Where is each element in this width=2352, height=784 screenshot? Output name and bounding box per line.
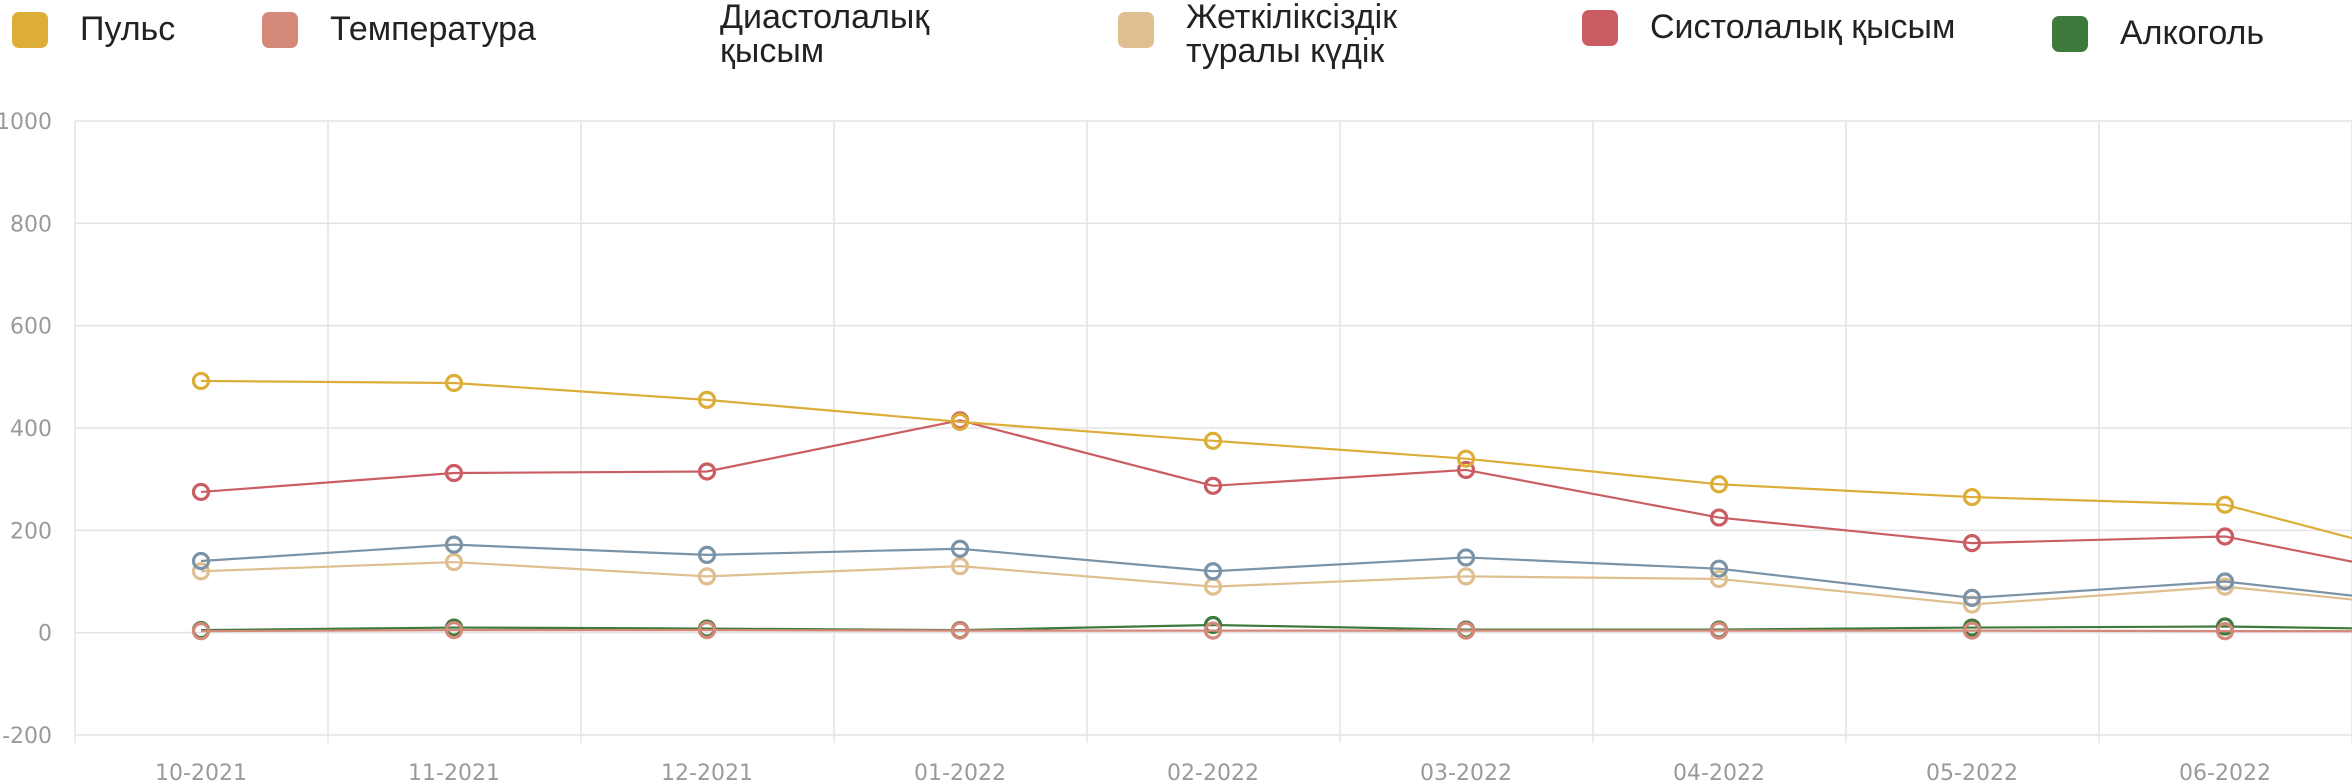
x-tick-label: 12-2021 xyxy=(661,761,753,784)
x-tick-label: 11-2021 xyxy=(408,761,500,784)
legend-label-diastolic: Диастолалық қысым xyxy=(720,0,930,70)
series-line xyxy=(200,560,2352,606)
data-point xyxy=(191,551,211,571)
data-point xyxy=(191,622,211,641)
data-point xyxy=(950,557,970,576)
legend-swatch-temperature xyxy=(262,12,298,48)
y-tick-label: -200 xyxy=(2,724,52,749)
data-point xyxy=(1962,534,1982,553)
data-point xyxy=(1203,476,1223,495)
data-point xyxy=(1456,548,1476,567)
data-point xyxy=(444,552,464,572)
series-line xyxy=(200,379,2352,540)
data-point xyxy=(2215,572,2235,591)
data-point xyxy=(444,535,464,554)
data-point xyxy=(2215,527,2235,546)
data-point xyxy=(697,390,717,409)
data-point xyxy=(2215,622,2235,641)
y-tick-label: 1000 xyxy=(0,110,52,135)
data-point xyxy=(1203,621,1223,640)
legend-item-alcohol[interactable]: Алкоголь xyxy=(2052,16,2264,52)
x-tick-label: 02-2022 xyxy=(1167,761,1259,784)
series-line xyxy=(200,623,2352,632)
y-tick-label: 800 xyxy=(10,212,52,237)
data-point xyxy=(444,463,464,483)
data-point xyxy=(1709,621,1729,640)
y-tick-label: 0 xyxy=(38,622,52,647)
data-point xyxy=(444,373,464,393)
data-point xyxy=(1456,621,1476,640)
x-tick-label: 03-2022 xyxy=(1420,761,1512,784)
data-point xyxy=(191,482,211,502)
legend-item-diastolic[interactable]: Диастолалық қысым xyxy=(652,0,929,68)
legend-label-systolic: Систолалық қысым xyxy=(1650,8,1956,46)
data-point xyxy=(697,621,717,640)
series-line xyxy=(200,629,2352,633)
data-point xyxy=(697,567,717,586)
data-point xyxy=(1962,588,1982,607)
data-point xyxy=(1709,508,1729,527)
data-point xyxy=(1709,475,1729,494)
data-point xyxy=(1962,621,1982,640)
x-tick-label: 04-2022 xyxy=(1673,761,1765,784)
x-tick-label: 06-2022 xyxy=(2179,761,2271,784)
legend-label-alcohol: Алкоголь xyxy=(2120,14,2265,52)
legend-swatch-systolic xyxy=(1582,10,1618,46)
legend-label-pulse: Пульс xyxy=(80,10,176,48)
data-point xyxy=(950,539,970,558)
legend-item-pulse[interactable]: Пульс xyxy=(12,12,175,48)
data-point xyxy=(2215,495,2235,514)
legend-item-systolic[interactable]: Систолалық қысым xyxy=(1582,10,1955,46)
x-tick-label: 10-2021 xyxy=(155,761,247,784)
data-point xyxy=(1709,559,1729,578)
y-tick-label: 400 xyxy=(10,417,52,442)
legend-swatch-insufficiency xyxy=(1118,12,1154,48)
data-point xyxy=(950,412,970,431)
data-point xyxy=(191,371,211,391)
x-tick-label: 01-2022 xyxy=(914,761,1006,784)
y-tick-label: 600 xyxy=(10,315,52,340)
data-point xyxy=(1962,487,1982,507)
data-point xyxy=(697,462,717,481)
x-tick-label: 05-2022 xyxy=(1926,761,2018,784)
data-point xyxy=(950,621,970,640)
y-tick-label: 200 xyxy=(10,519,52,544)
data-point xyxy=(444,621,464,640)
legend-swatch-alcohol xyxy=(2052,16,2088,52)
data-point xyxy=(1203,431,1223,450)
data-point xyxy=(1456,567,1476,586)
legend-label-insufficiency: Жеткіліксіздік туралы күдік xyxy=(1186,0,1398,70)
legend-swatch-pulse xyxy=(12,12,48,48)
legend-item-insufficiency[interactable]: Жеткіліксіздік туралы күдік xyxy=(1118,0,1397,68)
legend-label-temperature: Температура xyxy=(330,10,536,48)
data-point xyxy=(1456,460,1476,480)
legend-item-temperature[interactable]: Температура xyxy=(262,12,536,48)
data-point xyxy=(191,562,211,581)
chart-legend: Пульс Температура Диастолалық қысым Жетк… xyxy=(0,0,2352,72)
data-point xyxy=(1709,569,1729,589)
data-point xyxy=(1456,449,1476,468)
series-line xyxy=(200,419,2352,563)
data-point xyxy=(697,545,717,564)
data-point xyxy=(1203,562,1223,581)
data-point xyxy=(1203,615,1223,635)
series-line xyxy=(200,543,2352,599)
